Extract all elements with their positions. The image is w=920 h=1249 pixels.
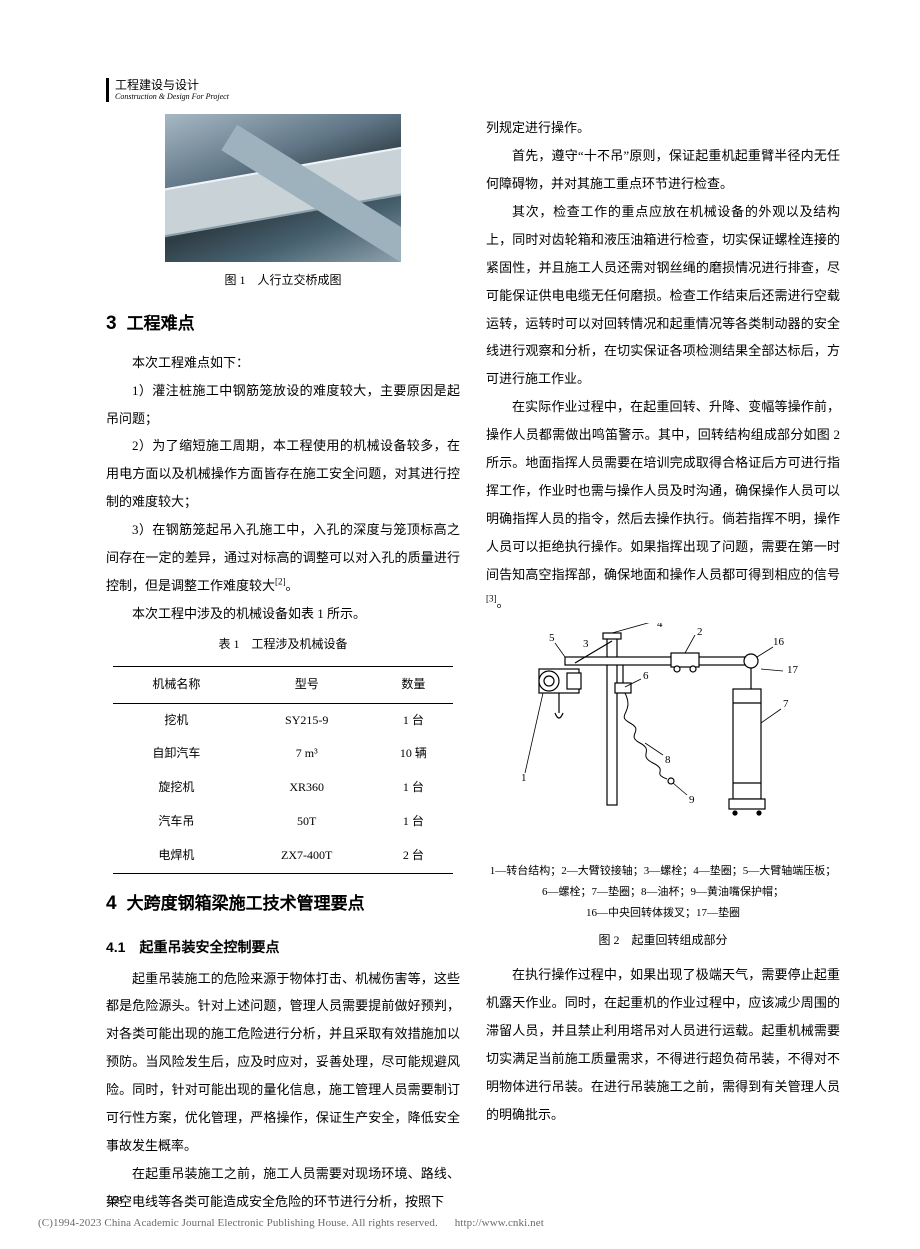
table-col-model: 型号	[240, 666, 374, 703]
figure-2: 1 2 3 4 5 6 7 8 9 16 17	[515, 623, 811, 855]
figure-2-legend: 1—转台结构；2—大臂铰接轴；3—螺栓；4—垫圈；5—大臂轴端压板； 6—螺栓；…	[486, 861, 840, 924]
right-continuation: 列规定进行操作。	[486, 114, 840, 142]
figure-1-photo	[165, 114, 401, 262]
section-4-number: 4	[106, 893, 117, 914]
svg-text:5: 5	[549, 632, 555, 644]
svg-text:4: 4	[657, 623, 663, 630]
table-col-name: 机械名称	[113, 666, 240, 703]
svg-text:9: 9	[689, 794, 695, 806]
right-para2: 其次，检查工作的重点应放在机械设备的外观以及结构上，同时对齿轮箱和液压油箱进行检…	[486, 198, 840, 394]
footer-text: (C)1994-2023 China Academic Journal Elec…	[38, 1217, 438, 1229]
sec3-table-ref: 本次工程中涉及的机械设备如表 1 所示。	[106, 600, 460, 628]
table-row: 旋挖机XR3601 台	[113, 771, 453, 805]
svg-text:1: 1	[521, 772, 527, 784]
sec3-item2: 2）为了缩短施工周期，本工程使用的机械设备较多，在用电方面以及机械操作方面皆存在…	[106, 432, 460, 516]
right-para3: 在实际作业过程中，在起重回转、升降、变幅等操作前，操作人员都需做出鸣笛警示。其中…	[486, 393, 840, 617]
svg-text:16: 16	[773, 636, 785, 648]
table-1: 机械名称 型号 数量 挖机SY215-91 台 自卸汽车7 m³10 辆 旋挖机…	[113, 666, 453, 874]
sub41-para2: 在起重吊装施工之前，施工人员需要对现场环境、路线、架空电线等各类可能造成安全危险…	[106, 1160, 460, 1216]
journal-header: 工程建设与设计 Construction & Design For Projec…	[106, 78, 840, 102]
section-4-heading: 4 大跨度钢箱梁施工技术管理要点	[106, 884, 460, 925]
svg-text:7: 7	[783, 698, 789, 710]
figure-2-diagram: 1 2 3 4 5 6 7 8 9 16 17	[515, 623, 811, 855]
journal-title-cn: 工程建设与设计	[115, 78, 840, 92]
footer: (C)1994-2023 China Academic Journal Elec…	[38, 1217, 544, 1229]
sec3-item3: 3）在钢筋笼起吊入孔施工中，入孔的深度与笼顶标高之间存在一定的差异，通过对标高的…	[106, 516, 460, 600]
table-row: 汽车吊50T1 台	[113, 805, 453, 839]
svg-text:2: 2	[697, 626, 703, 638]
section-3-title: 工程难点	[127, 314, 195, 333]
table-row: 电焊机ZX7-400T2 台	[113, 839, 453, 873]
section-4-title: 大跨度钢箱梁施工技术管理要点	[127, 894, 365, 913]
table-1-caption: 表 1 工程涉及机械设备	[106, 632, 460, 658]
svg-text:6: 6	[643, 670, 649, 682]
figure-1-caption: 图 1 人行立交桥成图	[106, 268, 460, 294]
svg-text:3: 3	[583, 638, 589, 650]
table-row: 自卸汽车7 m³10 辆	[113, 737, 453, 771]
figure-2-caption: 图 2 起重回转组成部分	[486, 928, 840, 954]
right-para1: 首先，遵守“十不吊”原则，保证起重机起重臂半径内无任何障碍物，并对其施工重点环节…	[486, 142, 840, 198]
footer-link[interactable]: http://www.cnki.net	[455, 1217, 544, 1229]
section-3-heading: 3 工程难点	[106, 304, 460, 345]
svg-text:17: 17	[787, 664, 799, 676]
page-number: 168	[106, 1195, 123, 1207]
svg-text:8: 8	[665, 754, 671, 766]
sub41-para1: 起重吊装施工的危险来源于物体打击、机械伤害等，这些都是危险源头。针对上述问题，管…	[106, 965, 460, 1161]
left-column: 图 1 人行立交桥成图 3 工程难点 本次工程难点如下： 1）灌注桩施工中钢筋笼放…	[106, 114, 460, 1216]
subsection-4-1-heading: 4.1 起重吊装安全控制要点	[106, 932, 460, 962]
right-para4: 在执行操作过程中，如果出现了极端天气，需要停止起重机露天作业。同时，在起重机的作…	[486, 961, 840, 1129]
journal-title-en: Construction & Design For Project	[115, 92, 840, 102]
section-3-number: 3	[106, 313, 117, 334]
table-col-qty: 数量	[374, 666, 453, 703]
right-column: 列规定进行操作。 首先，遵守“十不吊”原则，保证起重机起重臂半径内无任何障碍物，…	[486, 114, 840, 1216]
table-row: 挖机SY215-91 台	[113, 703, 453, 737]
sec3-item1: 1）灌注桩施工中钢筋笼放设的难度较大，主要原因是起吊问题；	[106, 377, 460, 433]
two-column-body: 图 1 人行立交桥成图 3 工程难点 本次工程难点如下： 1）灌注桩施工中钢筋笼放…	[106, 114, 840, 1216]
sec3-intro: 本次工程难点如下：	[106, 349, 460, 377]
